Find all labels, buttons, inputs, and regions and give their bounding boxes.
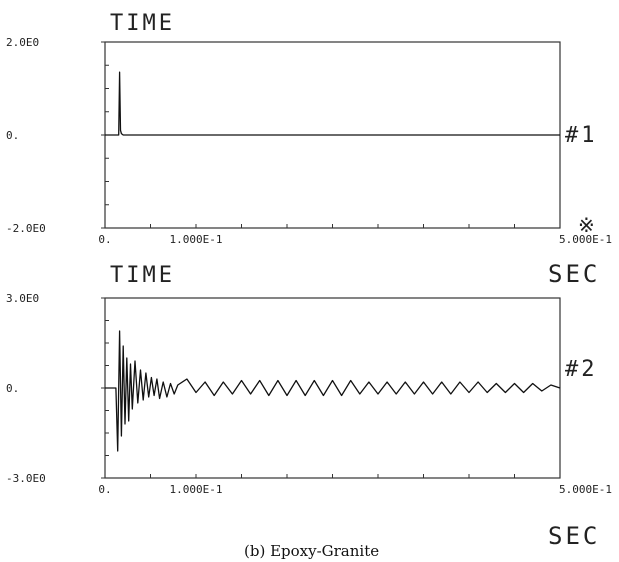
chart1-x-tick-label: 5.000E-1 — [559, 233, 612, 246]
chart1-y-tick-label: 0. — [6, 129, 19, 142]
chart1-x-tick-label: 1.000E-1 — [170, 233, 223, 246]
chart1-x-tick-label: 0. — [98, 233, 111, 246]
chart2-y-tick-label: -3.0E0 — [6, 472, 46, 485]
chart2-channel-label: #2 — [565, 357, 598, 382]
chart2-x-tick-label: 5.000E-1 — [559, 483, 612, 496]
chart1-marker: ※ — [578, 213, 595, 237]
chart2-y-tick-label: 0. — [6, 382, 19, 395]
chart1-y-tick-label: -2.0E0 — [6, 222, 46, 235]
chart1-xlabel-visible: SEC — [548, 260, 600, 288]
chart1-y-tick-label: 2.0E0 — [6, 36, 39, 49]
chart1-channel-label: #1 — [565, 123, 598, 148]
chart1-title: TIME — [110, 11, 175, 36]
chart2-series-line — [105, 330, 561, 452]
chart2-xlabel: SEC — [548, 522, 600, 550]
figure-caption: (b) Epoxy-Granite — [244, 542, 379, 560]
chart2-x-tick-label: 0. — [98, 483, 111, 496]
chart2-x-tick-label: 1.000E-1 — [170, 483, 223, 496]
chart2-y-tick-label: 3.0E0 — [6, 292, 39, 305]
chart2-title: TIME — [110, 263, 175, 288]
chart1-series-line — [105, 71, 560, 136]
